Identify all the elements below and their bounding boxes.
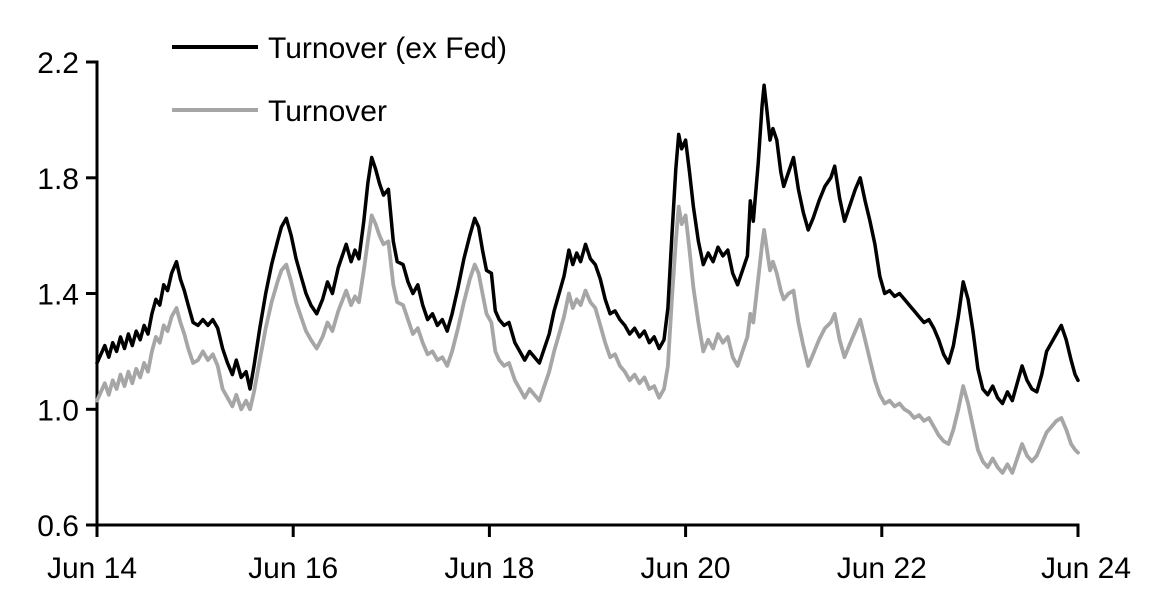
plot-area [95,83,1080,475]
x-tick-label: Jun 14 [47,552,137,585]
x-tick-label: Jun 20 [641,552,731,585]
x-tick-label: Jun 22 [837,552,927,585]
y-tick-label: 1.4 [37,279,79,312]
y-tick-label: 1.8 [37,163,79,196]
legend-label-turnover: Turnover [268,95,387,128]
turnover-series-line [95,204,1080,475]
y-axis-labels: 2.2 1.8 1.4 1.0 0.6 [37,47,79,543]
y-tick-label: 0.6 [37,510,79,543]
turnover-ex-fed-series-line [95,83,1080,406]
legend-label-turnover-ex-fed: Turnover (ex Fed) [268,32,507,65]
legend: Turnover (ex Fed) Turnover [172,32,507,128]
x-tick-label: Jun 18 [444,552,534,585]
axes [86,60,1080,537]
x-tick-label: Jun 24 [1041,552,1131,585]
y-tick-label: 1.0 [37,394,79,427]
y-tick-label: 2.2 [37,47,79,80]
legend-item-turnover: Turnover [172,95,387,128]
x-axis-labels: Jun 14 Jun 16 Jun 18 Jun 20 Jun 22 Jun 2… [47,552,1131,585]
legend-item-turnover-ex-fed: Turnover (ex Fed) [172,32,507,65]
x-tick-label: Jun 16 [248,552,338,585]
